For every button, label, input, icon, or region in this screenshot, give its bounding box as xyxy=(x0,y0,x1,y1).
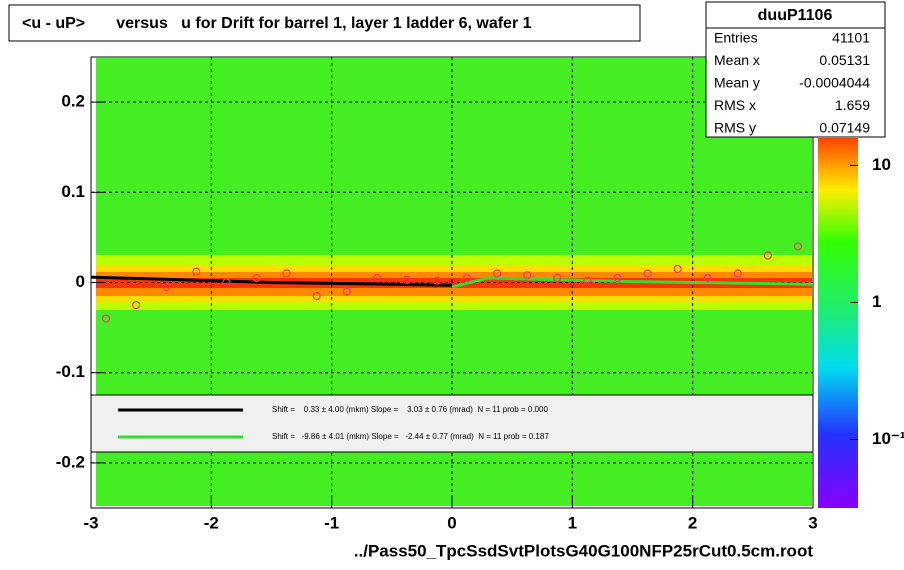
profile-point xyxy=(553,273,562,283)
legend-box xyxy=(90,394,814,453)
x-tick-label: 1 xyxy=(568,513,577,532)
stats-value: 0.07149 xyxy=(819,120,870,136)
y-tick-label: 0.2 xyxy=(61,92,85,111)
x-tick-label: -2 xyxy=(204,513,219,532)
x-axis-title: ../Pass50_TpcSsdSvtPlotsG40G100NFP25rCut… xyxy=(354,541,814,560)
y-tick-label: 0 xyxy=(76,272,85,291)
profile-point xyxy=(523,271,532,280)
profile-point xyxy=(402,275,411,284)
profile-point xyxy=(192,267,201,276)
y-tick-label: -0.1 xyxy=(56,362,85,381)
stats-label: Mean y xyxy=(714,75,760,91)
profile-point xyxy=(583,276,592,285)
x-tick-label: 2 xyxy=(688,513,697,532)
profile-point xyxy=(282,269,291,278)
profile-point xyxy=(132,300,141,310)
profile-point xyxy=(372,273,381,283)
stats-label: Mean x xyxy=(714,52,760,68)
profile-point xyxy=(763,251,772,260)
profile-point xyxy=(493,269,502,278)
profile-point xyxy=(432,276,442,285)
profile-point xyxy=(162,282,171,292)
profile-point xyxy=(312,291,321,301)
stats-title: duuP1106 xyxy=(758,7,833,24)
chart-title: <u - uP> versus u for Drift for barrel 1… xyxy=(22,15,532,32)
profile-point xyxy=(252,273,261,283)
profile-point xyxy=(342,287,351,296)
fit-line xyxy=(90,275,453,287)
stats-value: 1.659 xyxy=(835,97,870,113)
stats-box xyxy=(705,1,886,138)
legend-label: Shift = 0.33 ± 4.00 (mkm) Slope = 3.03 ±… xyxy=(272,405,548,414)
legend-label: Shift = -9.86 ± 4.01 (mkm) Slope = -2.44… xyxy=(272,432,549,441)
stats-value: 41101 xyxy=(832,30,870,46)
z-tick-label: 10 xyxy=(872,155,891,174)
profile-point xyxy=(643,269,652,278)
profile-point xyxy=(793,242,803,251)
profile-point xyxy=(703,273,712,283)
y-tick-label: 0.1 xyxy=(61,182,85,201)
stats-label: RMS x xyxy=(714,97,756,113)
y-tick-label: -0.2 xyxy=(56,452,85,471)
stats-value: 0.05131 xyxy=(819,52,870,68)
profile-point xyxy=(101,314,111,323)
x-tick-label: -1 xyxy=(324,513,339,532)
x-tick-label: -3 xyxy=(83,513,98,532)
x-tick-label: 0 xyxy=(447,513,456,532)
stats-label: Entries xyxy=(714,30,758,46)
profile-point xyxy=(733,269,742,278)
stats-value: -0.0004044 xyxy=(799,75,870,91)
stats-label: RMS y xyxy=(714,120,756,136)
z-tick-label: 10⁻¹ xyxy=(872,429,904,448)
z-tick-label: 1 xyxy=(872,292,881,311)
title-box xyxy=(8,4,641,42)
profile-point xyxy=(673,264,682,274)
x-tick-label: 3 xyxy=(808,513,817,532)
color-palette xyxy=(818,138,858,508)
profile-point xyxy=(613,273,622,283)
profile-point xyxy=(222,278,231,287)
profile-point xyxy=(462,273,472,283)
